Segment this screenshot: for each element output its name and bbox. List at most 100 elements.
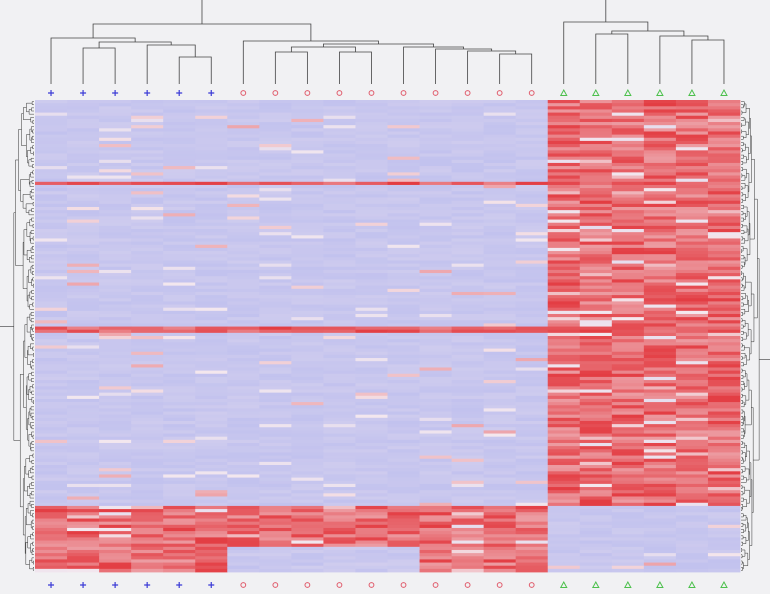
- heatmap-cell: [227, 244, 260, 249]
- heatmap-cell: [707, 549, 741, 554]
- heatmap-cell: [323, 317, 356, 321]
- heatmap-cell: [259, 232, 292, 236]
- heatmap-cell: [131, 279, 164, 283]
- heatmap-cell: [227, 184, 260, 189]
- heatmap-cell: [291, 225, 324, 230]
- row-dendrogram-link: [741, 302, 744, 307]
- heatmap-cell: [99, 301, 132, 305]
- row-dendrogram-link: [29, 559, 34, 570]
- row-dendrogram-link: [32, 302, 34, 307]
- heatmap-cell: [227, 235, 260, 239]
- heatmap-cell: [131, 206, 164, 211]
- heatmap-cell: [515, 361, 549, 365]
- row-dendrogram-link: [31, 296, 34, 301]
- heatmap-cell: [675, 527, 709, 532]
- heatmap-cell: [483, 125, 517, 129]
- heatmap-cell: [227, 474, 260, 478]
- row-dendrogram-link: [741, 400, 743, 404]
- heatmap-cell: [291, 518, 324, 523]
- heatmap-cell: [195, 348, 228, 353]
- heatmap-cell: [35, 549, 68, 554]
- heatmap-cell: [579, 269, 613, 274]
- heatmap-cell: [259, 427, 292, 431]
- heatmap-cell: [451, 147, 485, 151]
- row-dendrogram-link: [742, 486, 746, 494]
- heatmap-cell: [67, 559, 100, 563]
- heatmap-cell: [227, 389, 260, 394]
- heatmap-cell: [355, 118, 388, 123]
- row-dendrogram-link: [745, 281, 752, 307]
- heatmap-cell: [483, 499, 517, 504]
- heatmap-cell: [643, 543, 677, 548]
- row-dendrogram-link: [741, 173, 743, 178]
- heatmap-cell: [323, 480, 356, 485]
- heatmap-cell: [579, 398, 613, 403]
- heatmap-cell: [579, 191, 613, 195]
- row-dendrogram-link: [741, 148, 743, 153]
- heatmap-cell: [131, 556, 164, 560]
- heatmap-cell: [483, 191, 517, 195]
- heatmap-cell: [579, 420, 613, 425]
- heatmap-cell: [259, 188, 292, 192]
- heatmap-cell: [291, 323, 324, 327]
- heatmap-cell: [707, 298, 741, 302]
- heatmap-cell: [35, 455, 68, 460]
- heatmap-cell: [355, 367, 388, 372]
- heatmap-cell: [611, 307, 645, 312]
- heatmap-cell: [259, 395, 292, 400]
- heatmap-cell: [611, 317, 645, 321]
- heatmap-cell: [387, 332, 420, 337]
- heatmap-cell: [67, 455, 100, 460]
- heatmap-cell: [419, 210, 452, 214]
- row-dendrogram-link: [28, 373, 32, 381]
- heatmap-cell: [515, 225, 549, 230]
- heatmap-cell: [259, 499, 292, 504]
- heatmap-cell: [611, 392, 645, 397]
- heatmap-cell: [419, 197, 452, 202]
- heatmap-cell: [675, 480, 709, 485]
- heatmap-cell: [579, 323, 613, 327]
- heatmap-cell: [67, 298, 100, 302]
- heatmap-cell: [259, 474, 292, 478]
- heatmap-cell: [675, 222, 709, 227]
- heatmap-cell: [419, 420, 452, 425]
- column-marker-bottom: [304, 582, 311, 588]
- heatmap-cell: [707, 424, 741, 428]
- heatmap-cell: [227, 263, 260, 268]
- heatmap-cell: [675, 373, 709, 378]
- heatmap-cell: [131, 301, 164, 305]
- heatmap-cell: [227, 537, 260, 541]
- heatmap-cell: [163, 493, 196, 497]
- row-dendrogram-link: [31, 208, 34, 212]
- heatmap-cell: [579, 134, 613, 139]
- heatmap-cell: [323, 515, 356, 519]
- heatmap-cell: [419, 106, 452, 110]
- heatmap-cell: [227, 543, 260, 548]
- heatmap-cell: [227, 222, 260, 227]
- heatmap-cell: [323, 499, 356, 504]
- heatmap-cell: [227, 131, 260, 136]
- row-dendrogram-link: [741, 554, 743, 559]
- heatmap-cell: [259, 358, 292, 362]
- heatmap-cell: [643, 238, 677, 242]
- heatmap-cell: [579, 376, 613, 381]
- heatmap-cell: [163, 153, 196, 158]
- heatmap-cell: [451, 188, 485, 192]
- heatmap-cell: [515, 376, 549, 381]
- heatmap-cell: [291, 477, 324, 482]
- heatmap-cell: [323, 162, 356, 167]
- heatmap-cell: [291, 137, 324, 142]
- heatmap-cell: [387, 181, 420, 186]
- heatmap-cell: [355, 420, 388, 425]
- heatmap-cell: [291, 112, 324, 117]
- heatmap-cell: [163, 100, 196, 104]
- heatmap-cell: [35, 512, 68, 516]
- heatmap-cell: [483, 159, 517, 164]
- heatmap-cell: [195, 162, 228, 167]
- row-dendrogram-link: [32, 283, 34, 288]
- heatmap-cell: [515, 430, 549, 434]
- heatmap-cell: [643, 178, 677, 183]
- heatmap-cell: [163, 307, 196, 312]
- heatmap-cell: [99, 483, 132, 488]
- heatmap-cell: [451, 184, 485, 189]
